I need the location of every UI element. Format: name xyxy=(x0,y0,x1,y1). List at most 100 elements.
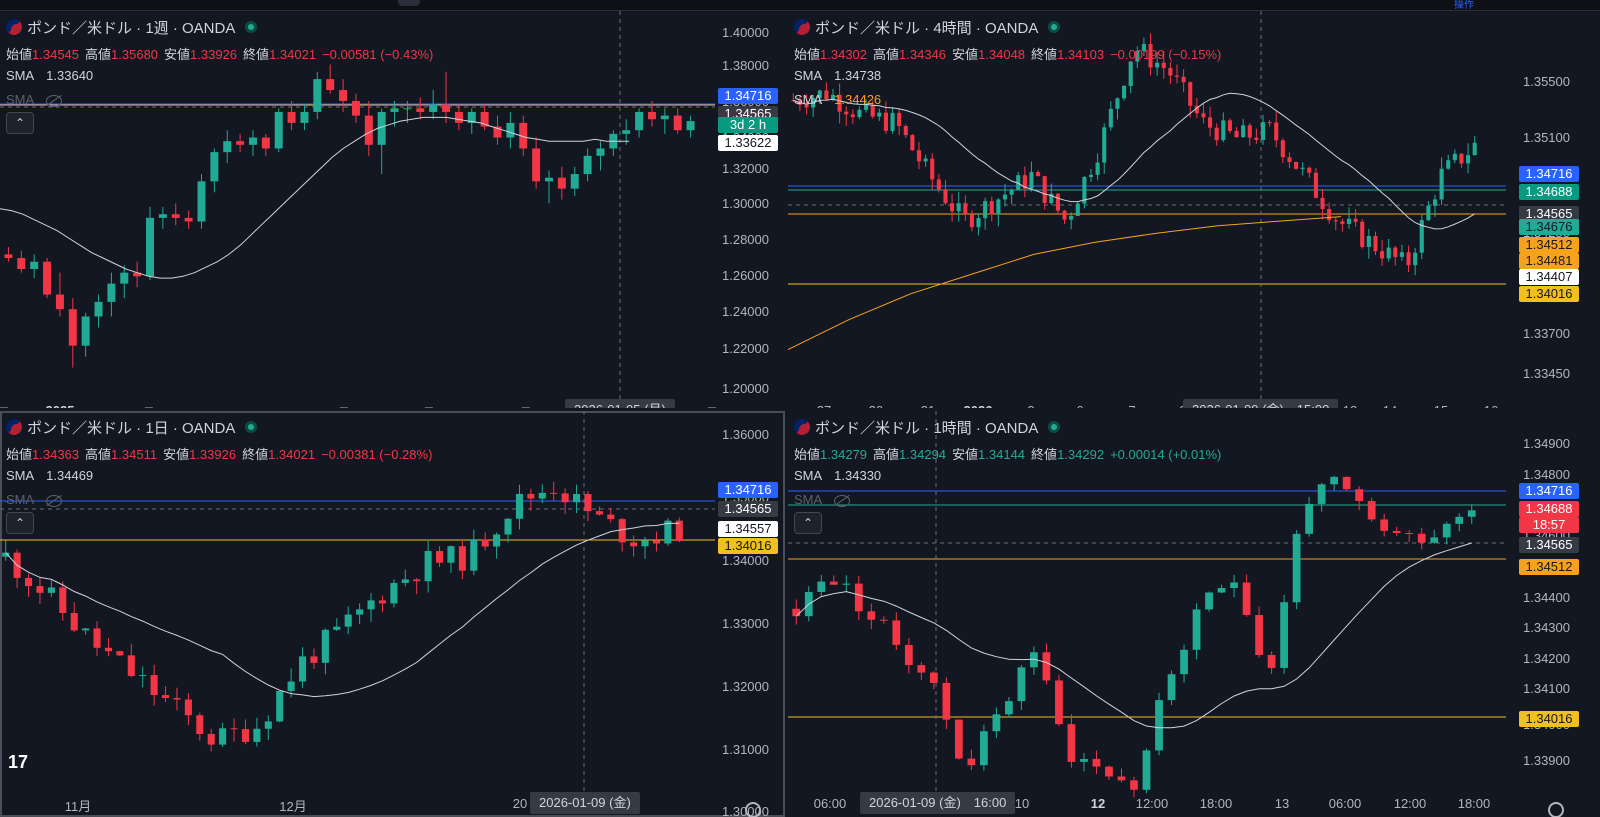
ohlc-low-value: 1.34144 xyxy=(978,447,1026,462)
sma-line-orange[interactable] xyxy=(788,216,1341,351)
eye-hidden-icon[interactable] xyxy=(46,94,63,107)
sma-legend[interactable]: SMA 1.34469 xyxy=(6,468,93,483)
candle-body xyxy=(557,177,566,189)
sma-legend[interactable]: SMA xyxy=(6,492,63,507)
chart-title[interactable]: ポンド／米ドル · 1週 · OANDA xyxy=(6,17,258,37)
sma-legend[interactable]: SMA 1.33640 xyxy=(6,68,93,83)
sma-line[interactable] xyxy=(5,522,680,698)
candle-body xyxy=(532,148,541,182)
chart-pane-1h[interactable]: ポンド／米ドル · 1時間 · OANDA 始値1.34279 高値1.34294 安… xyxy=(788,411,1600,817)
sma-line[interactable] xyxy=(793,92,1475,230)
candle-body xyxy=(963,203,968,215)
collapse-legend-button[interactable]: ⌃ xyxy=(6,512,34,534)
sma-value: 1.34469 xyxy=(46,468,94,483)
candle-body xyxy=(1260,122,1266,140)
sma-line[interactable] xyxy=(795,542,1472,729)
candle-body xyxy=(377,111,386,145)
candle-body xyxy=(1466,155,1471,164)
candle-body xyxy=(967,758,976,766)
price-axis-tick: 1.28000 xyxy=(722,232,769,247)
candle-body xyxy=(55,294,64,310)
candle-body xyxy=(989,201,994,215)
time-axis-tick: 12:00 xyxy=(1393,796,1427,811)
eye-hidden-icon[interactable] xyxy=(46,494,63,507)
ohlc-low-value: 1.33926 xyxy=(190,47,238,62)
time-axis-tick: 12:00 xyxy=(1135,796,1169,811)
candle-body xyxy=(210,152,219,182)
candle-body xyxy=(1062,210,1067,220)
crosshair-time-label: 2026-01-09 (金) 16:00 xyxy=(860,792,1016,814)
gear-icon[interactable] xyxy=(745,802,761,817)
price-axis-tick: 1.31000 xyxy=(722,742,769,757)
sma-label: SMA xyxy=(6,492,35,507)
candle-body xyxy=(607,514,615,520)
candle-body xyxy=(804,104,809,108)
sma-legend[interactable]: SMA xyxy=(6,92,63,107)
candle-body xyxy=(844,111,849,115)
price-chart[interactable] xyxy=(788,11,1600,408)
price-axis-tick: 1.34400 xyxy=(1523,590,1570,605)
candle-body xyxy=(1221,120,1226,141)
candle-body xyxy=(1472,142,1477,156)
market-status-icon[interactable] xyxy=(1048,421,1061,433)
collapse-legend-button[interactable]: ⌃ xyxy=(794,512,822,534)
ohlc-high-label: 高値 xyxy=(85,447,112,462)
candle-body xyxy=(276,691,284,722)
time-axis-tick: 7月 xyxy=(415,403,435,408)
candle-body xyxy=(127,655,135,676)
price-axis-tick: 1.35500 xyxy=(1523,74,1570,89)
sma-line[interactable] xyxy=(0,116,630,279)
candle-body xyxy=(1029,172,1034,189)
candle-body xyxy=(527,493,535,499)
toolbar-tab[interactable] xyxy=(398,0,420,6)
price-chart[interactable] xyxy=(0,411,785,817)
chart-pane-4h[interactable]: ポンド／米ドル · 4時間 · OANDA 始値1.34302 高値1.34346 安… xyxy=(788,11,1600,408)
candle-body xyxy=(817,90,822,98)
candle-body xyxy=(883,112,888,131)
gbp-usd-flag-icon xyxy=(794,419,810,435)
candle-body xyxy=(1095,162,1100,175)
ohlc-high-value: 1.34511 xyxy=(111,447,158,462)
ohlc-close-label: 終値 xyxy=(1031,47,1058,62)
chart-pane-daily[interactable]: ポンド／米ドル · 1日 · OANDA 始値1.34363 高値1.34511 安値… xyxy=(0,411,785,817)
price-chart[interactable] xyxy=(788,411,1600,817)
candle-body xyxy=(4,254,13,259)
eye-hidden-icon[interactable] xyxy=(834,494,851,507)
time-axis-tick: 2025 xyxy=(46,403,75,408)
gear-icon[interactable] xyxy=(1548,802,1564,817)
chart-pane-weekly[interactable]: ポンド／米ドル · 1週 · OANDA 始値1.34545 高値1.35680 安値… xyxy=(0,11,785,408)
ohlc-high-value: 1.34346 xyxy=(899,47,947,62)
sma-legend[interactable]: SMA xyxy=(794,492,851,507)
collapse-legend-button[interactable]: ⌃ xyxy=(6,112,34,134)
chart-title[interactable]: ポンド／米ドル · 1時間 · OANDA xyxy=(794,417,1061,437)
candle-body xyxy=(550,492,558,494)
candle-body xyxy=(339,90,348,101)
candle-body xyxy=(1467,510,1476,517)
top-right-link[interactable]: 操作 xyxy=(1454,0,1474,11)
price-chart[interactable] xyxy=(0,11,785,408)
candle-body xyxy=(936,179,941,190)
chart-title[interactable]: ポンド／米ドル · 1日 · OANDA xyxy=(6,417,258,437)
candle-body xyxy=(150,675,158,696)
candle-body xyxy=(596,148,605,156)
market-status-icon[interactable] xyxy=(245,421,258,433)
market-status-icon[interactable] xyxy=(1048,21,1061,33)
sma-legend[interactable]: SMA 1.34426 xyxy=(794,92,881,107)
candle-body xyxy=(1075,203,1080,216)
time-axis-tick: 18:00 xyxy=(1199,796,1233,811)
sma-legend[interactable]: SMA 1.34330 xyxy=(794,468,881,483)
candle-body xyxy=(1005,701,1013,715)
candle-body xyxy=(1446,160,1451,169)
candle-body xyxy=(1067,724,1076,762)
chart-title[interactable]: ポンド／米ドル · 4時間 · OANDA xyxy=(794,17,1061,37)
candle-body xyxy=(583,155,592,175)
candle-body xyxy=(133,272,142,277)
candle-body xyxy=(1009,189,1014,195)
candle-body xyxy=(897,112,902,127)
market-status-icon[interactable] xyxy=(245,21,258,33)
candle-body xyxy=(299,656,307,682)
candle-body xyxy=(1049,193,1054,204)
sma-legend[interactable]: SMA 1.34738 xyxy=(794,68,881,83)
candle-body xyxy=(253,728,261,742)
price-scale-label: 1.34512 xyxy=(1519,237,1579,253)
